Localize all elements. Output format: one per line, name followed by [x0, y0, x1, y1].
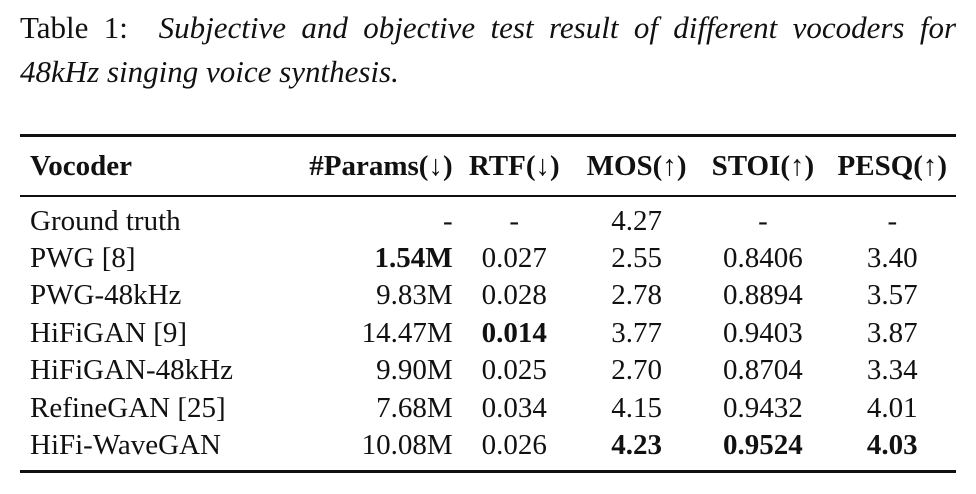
- cell-vocoder: HiFiGAN-48kHz: [30, 354, 233, 387]
- results-table-container: Vocoder #Params(↓) RTF(↓) MOS(↑) STOI(↑)…: [20, 134, 956, 474]
- cell-params: -: [442, 204, 453, 237]
- cell-rtf: 0.028: [481, 279, 547, 312]
- cell-vocoder: Ground truth: [30, 204, 181, 237]
- header-mos: MOS(↑): [586, 149, 687, 182]
- header-vocoder: Vocoder: [30, 149, 133, 182]
- table-row: PWG [8] 1.54M 0.027 2.55 0.8406 3.40: [20, 240, 956, 277]
- header-rtf: RTF(↓): [468, 149, 560, 182]
- table-row: PWG-48kHz 9.83M 0.028 2.78 0.8894 3.57: [20, 277, 956, 314]
- cell-params: 7.68M: [376, 391, 453, 424]
- cell-vocoder: PWG [8]: [30, 241, 136, 274]
- results-table: Vocoder #Params(↓) RTF(↓) MOS(↑) STOI(↑)…: [20, 137, 956, 195]
- cell-stoi: 0.8894: [723, 279, 803, 312]
- header-stoi: STOI(↑): [711, 149, 815, 182]
- cell-pesq: 4.03: [866, 428, 918, 461]
- table-row: RefineGAN [25] 7.68M 0.034 4.15 0.9432 4…: [20, 390, 956, 427]
- header-row: Vocoder #Params(↓) RTF(↓) MOS(↑) STOI(↑)…: [20, 137, 956, 195]
- cell-stoi: 0.9524: [723, 428, 803, 461]
- cell-pesq: 3.40: [866, 241, 918, 274]
- table-row: HiFiGAN-48kHz 9.90M 0.025 2.70 0.8704 3.…: [20, 352, 956, 389]
- cell-rtf: 0.026: [481, 428, 547, 461]
- cell-mos: 2.78: [611, 279, 662, 312]
- cell-stoi: 0.9403: [723, 316, 803, 349]
- cell-mos: 2.55: [611, 241, 662, 274]
- cell-vocoder: PWG-48kHz: [30, 279, 182, 312]
- cell-params: 14.47M: [361, 316, 453, 349]
- cell-params: 1.54M: [374, 241, 453, 274]
- bottom-rule: [20, 470, 956, 474]
- table-row: Ground truth - - 4.27 - -: [20, 197, 956, 240]
- cell-rtf: -: [509, 204, 520, 237]
- cell-vocoder: RefineGAN [25]: [30, 391, 226, 424]
- cell-stoi: -: [758, 204, 768, 237]
- cell-mos: 4.23: [611, 428, 662, 461]
- table-row: HiFiGAN [9] 14.47M 0.014 3.77 0.9403 3.8…: [20, 315, 956, 352]
- cell-stoi: 0.8704: [723, 354, 803, 387]
- cell-pesq: 3.34: [866, 354, 918, 387]
- top-rule: [20, 134, 956, 137]
- cell-rtf: 0.034: [481, 391, 547, 424]
- caption-label: Table 1:: [20, 10, 128, 45]
- cell-pesq: -: [887, 204, 898, 237]
- cell-vocoder: HiFiGAN [9]: [30, 316, 188, 349]
- cell-mos: 4.15: [611, 391, 662, 424]
- cell-params: 9.90M: [376, 354, 453, 387]
- caption-text: Subjective and objective test result of …: [20, 10, 957, 89]
- header-params: #Params(↓): [309, 149, 453, 182]
- cell-params: 10.08M: [361, 428, 453, 461]
- header-rule: [20, 195, 956, 197]
- cell-mos: 4.27: [611, 204, 662, 237]
- cell-pesq: 3.87: [866, 316, 918, 349]
- table-caption: Table 1: Subjective and objective test r…: [20, 6, 956, 94]
- cell-stoi: 0.8406: [723, 241, 803, 274]
- cell-vocoder: HiFi-WaveGAN: [30, 428, 221, 461]
- cell-pesq: 3.57: [866, 279, 918, 312]
- cell-stoi: 0.9432: [723, 391, 803, 424]
- results-table-body: Ground truth - - 4.27 - - PWG [8] 1.54M …: [20, 197, 956, 471]
- cell-mos: 2.70: [611, 354, 662, 387]
- table-row: HiFi-WaveGAN 10.08M 0.026 4.23 0.9524 4.…: [20, 427, 956, 470]
- cell-rtf: 0.027: [481, 241, 547, 274]
- cell-rtf: 0.025: [481, 354, 547, 387]
- header-pesq: PESQ(↑): [837, 149, 948, 182]
- cell-rtf: 0.014: [481, 316, 547, 349]
- cell-mos: 3.77: [611, 316, 662, 349]
- cell-pesq: 4.01: [866, 391, 918, 424]
- cell-params: 9.83M: [376, 279, 453, 312]
